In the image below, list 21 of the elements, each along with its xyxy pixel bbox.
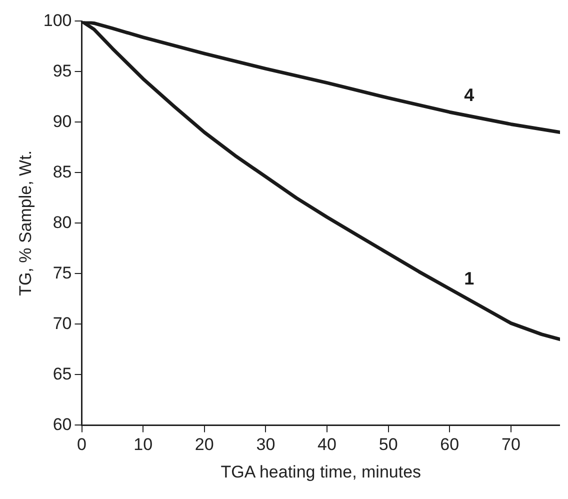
y-axis-title: TG, % Sample, Wt. bbox=[16, 150, 35, 296]
annotation: 1 bbox=[464, 268, 474, 289]
x-tick-label: 20 bbox=[194, 435, 214, 454]
x-tick-label: 0 bbox=[77, 435, 86, 454]
y-tick-label: 80 bbox=[52, 212, 72, 232]
x-tick-label: 70 bbox=[501, 435, 520, 454]
x-tick-label: 10 bbox=[134, 435, 153, 454]
x-tick-label: 50 bbox=[378, 435, 398, 454]
y-tick-label: 85 bbox=[52, 162, 72, 182]
y-tick-label: 90 bbox=[52, 112, 72, 131]
y-tick-label: 75 bbox=[52, 263, 72, 282]
x-tick-label: 40 bbox=[318, 435, 336, 454]
y-tick-label: 60 bbox=[52, 414, 72, 434]
y-tick-label: 70 bbox=[52, 314, 72, 333]
x-axis-title: TGA heating time, minutes bbox=[220, 462, 422, 482]
y-tick-label: 100 bbox=[43, 10, 72, 30]
y-tick-label: 65 bbox=[52, 364, 72, 384]
annotation: 4 bbox=[464, 84, 474, 105]
x-tick-label: 60 bbox=[440, 435, 460, 454]
y-tick-label: 95 bbox=[52, 61, 72, 80]
x-tick-label: 30 bbox=[256, 435, 276, 454]
